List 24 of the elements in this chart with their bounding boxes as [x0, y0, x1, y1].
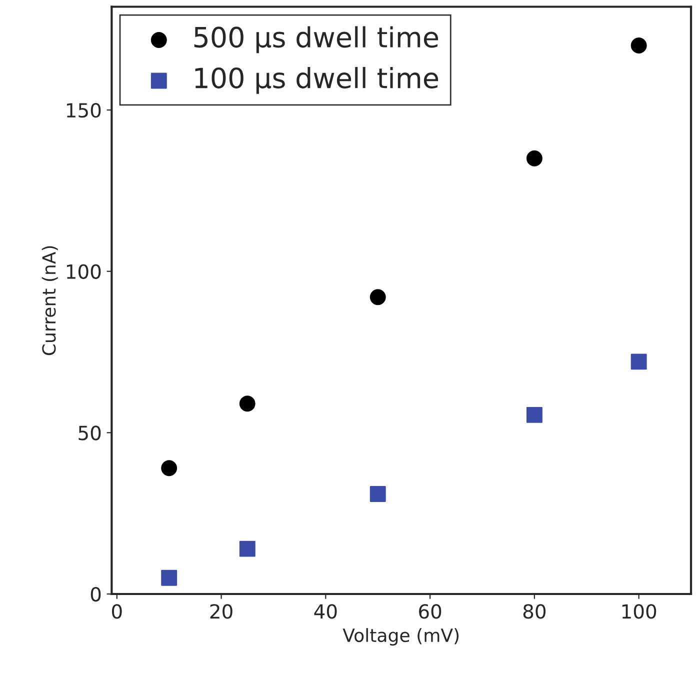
x-tick-label: 80	[523, 604, 546, 619]
point	[370, 289, 386, 306]
legend-label: 500 µs dwell time	[194, 26, 438, 54]
x-tick-label: 40	[314, 604, 337, 619]
y-tick-label: 50	[78, 426, 101, 440]
legend-label: 100 µs dwell time	[195, 66, 438, 94]
point	[526, 406, 542, 423]
x-tick-label: 60	[419, 604, 442, 619]
y-tick-label: 150	[66, 102, 101, 118]
point	[239, 540, 256, 557]
point	[630, 37, 647, 54]
point	[161, 570, 178, 586]
point	[161, 460, 178, 476]
x-tick-label: 20	[210, 604, 232, 619]
y-tick-label: 0	[90, 586, 101, 602]
y-axis-title: Current (nA)	[42, 246, 58, 356]
x-tick-label: 0	[112, 604, 122, 619]
point	[630, 354, 647, 370]
y-tick-label: 100	[66, 264, 101, 279]
point	[526, 150, 542, 166]
point	[370, 486, 386, 502]
x-tick-label: 100	[622, 604, 656, 619]
x-axis-title: Voltage (mV)	[342, 628, 459, 646]
point	[239, 396, 256, 412]
